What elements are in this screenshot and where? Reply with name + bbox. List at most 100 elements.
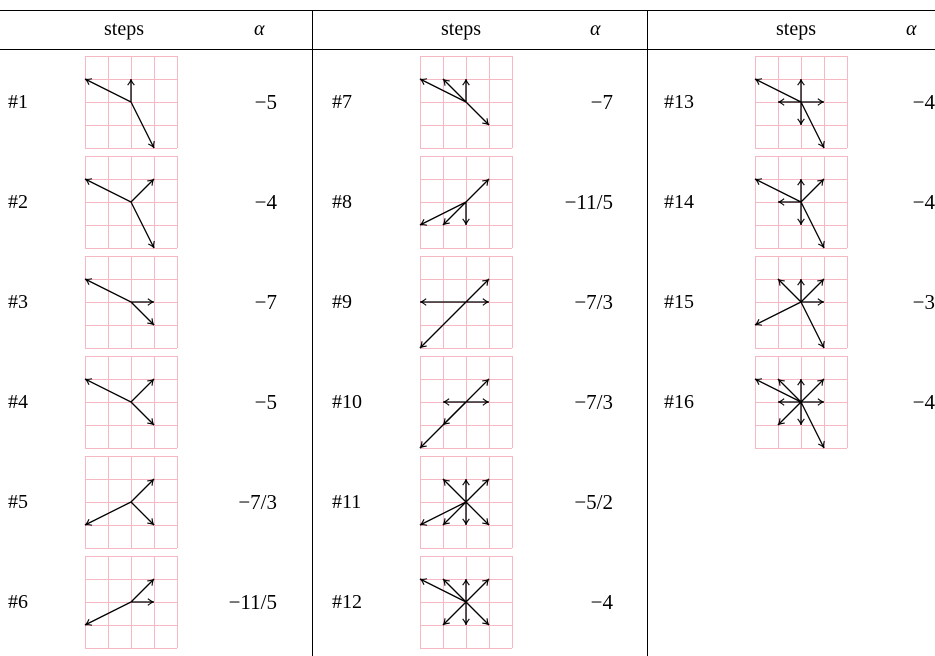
arrow-head [817,178,825,186]
step-diagram [84,556,178,649]
header-steps-1: steps [104,18,144,40]
arrow-head [797,118,805,126]
step-arrow [800,178,825,203]
row-label: #8 [332,191,352,213]
step-arrow [465,378,490,403]
step-arrow [419,78,467,103]
arrow-head [442,578,450,586]
arrow-head [84,178,93,185]
alpha-value: −7/3 [238,490,277,514]
step-arrow [419,401,467,449]
arrow-head [419,341,427,349]
step-arrow [777,401,802,426]
step-arrow [754,378,802,403]
arrow-head [777,418,785,426]
arrow-head [777,378,785,386]
alpha-value: −7/3 [574,390,613,414]
step-arrow [800,301,825,349]
step-arrow [777,278,802,303]
row-label: #9 [332,291,352,313]
alpha-value: −4 [254,190,277,214]
step-arrow [465,178,490,203]
arrow-head [817,398,825,406]
step-arrow [442,201,467,226]
arrow-head [797,218,805,226]
arrow-head [442,518,450,526]
arrow-head [147,478,155,486]
row-label: #14 [664,191,694,213]
alpha-value: −4 [912,90,935,114]
arrow-head [482,178,490,186]
step-arrow [419,501,467,526]
alpha-value: −4 [912,190,935,214]
column-divider-1 [312,10,313,656]
alpha-value: −5/2 [574,490,613,514]
step-diagram [754,356,848,449]
step-arrow [84,501,132,526]
arrow-head [442,398,450,406]
step-arrow [465,101,490,126]
step-arrow [419,301,467,349]
row-label: #16 [664,391,694,413]
step-arrow [465,278,490,303]
arrow-head [482,118,490,126]
arrow-head [84,619,93,626]
step-diagram [419,156,513,249]
row-label: #13 [664,91,694,113]
step-diagram [754,156,848,249]
row-label: #2 [8,191,28,213]
arrow-head [818,340,825,349]
arrow-head [147,378,155,386]
column-divider-2 [647,10,648,656]
arrow-head [482,378,490,386]
arrow-head [482,518,490,526]
step-diagram [419,356,513,449]
arrow-head [462,218,470,226]
arrow-head [442,618,450,626]
step-arrow [130,378,155,403]
arrow-head [754,78,763,85]
arrow-head [777,98,785,106]
arrow-head [797,78,805,86]
step-arrow [130,478,155,503]
arrow-head [147,578,155,586]
step-arrow [84,378,132,403]
arrow-head [462,478,470,486]
step-arrow [442,478,467,503]
arrow-head [462,578,470,586]
arrow-head [777,198,785,206]
arrow-head [419,578,428,585]
arrow-head [127,78,135,86]
step-arrow [130,401,155,426]
alpha-value: −7 [254,290,277,314]
arrow-head [817,98,825,106]
step-arrow [465,478,490,503]
step-arrow [130,301,155,326]
arrow-head [482,398,490,406]
row-label: #1 [8,91,28,113]
step-arrow [800,101,825,149]
step-arrow [465,501,490,526]
arrow-head [442,218,450,226]
step-arrow [130,501,155,526]
arrow-head [147,418,155,426]
step-arrow [84,278,132,303]
arrow-head [419,78,428,85]
step-arrow [130,101,155,149]
arrow-head [754,178,763,185]
step-diagram [84,356,178,449]
step-diagram [754,56,848,149]
alpha-value: −11/5 [228,590,277,614]
step-arrow [419,201,467,226]
step-arrow [130,178,155,203]
step-diagram [754,256,848,349]
step-arrow [465,578,490,603]
row-label: #4 [8,391,28,413]
arrow-head [777,398,785,406]
alpha-value: −4 [590,590,613,614]
step-arrow [465,601,490,626]
arrow-head [754,378,763,385]
arrow-head [482,578,490,586]
step-diagram [84,456,178,549]
step-arrow [442,501,467,526]
